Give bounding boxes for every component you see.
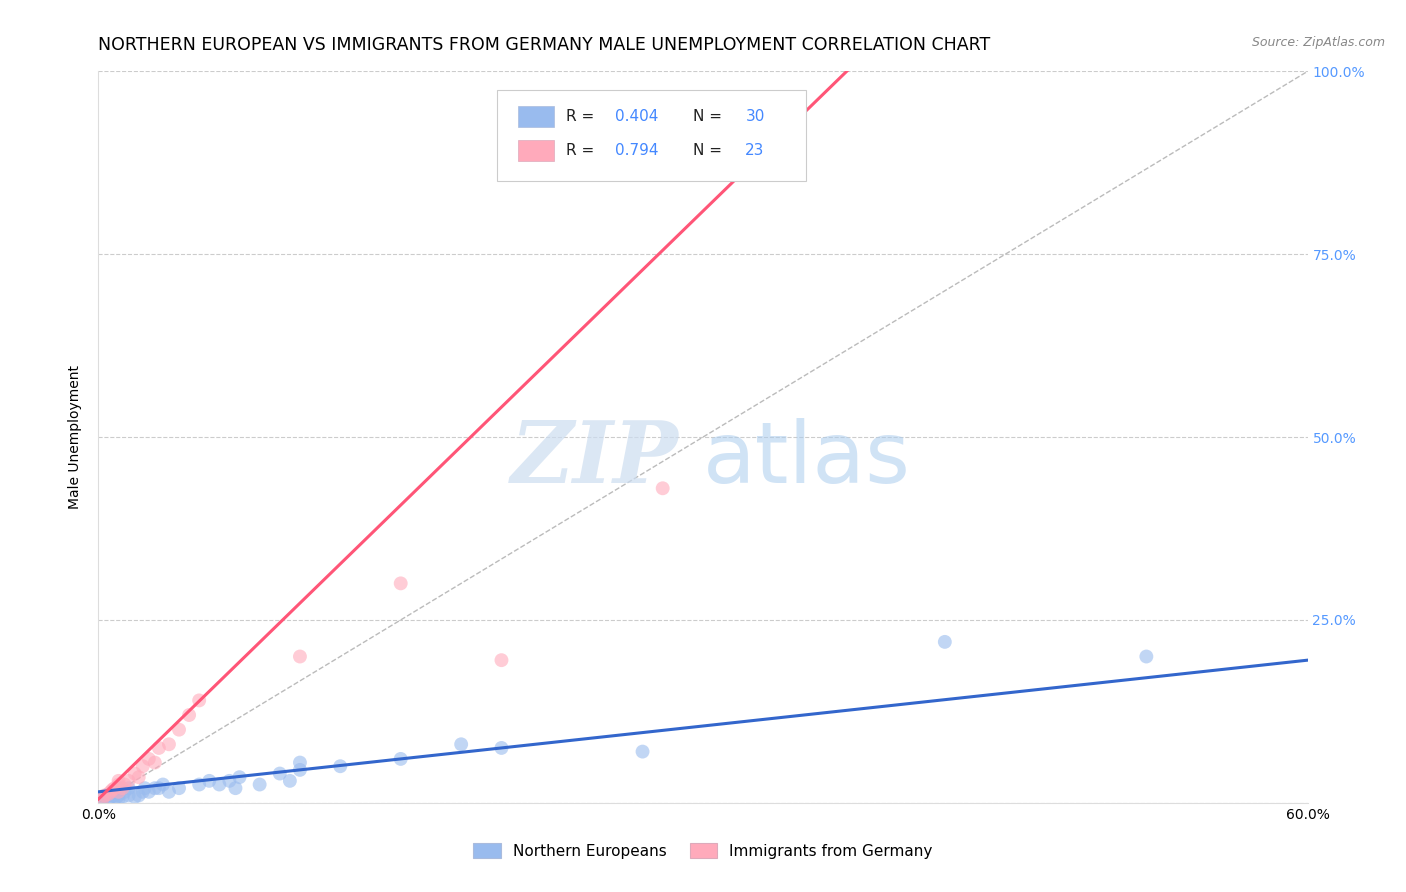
Point	[103, 781, 125, 796]
Text: atlas: atlas	[703, 417, 911, 500]
Point	[103, 789, 125, 803]
Point	[631, 745, 654, 759]
Point	[124, 789, 146, 804]
Text: NORTHERN EUROPEAN VS IMMIGRANTS FROM GERMANY MALE UNEMPLOYMENT CORRELATION CHART: NORTHERN EUROPEAN VS IMMIGRANTS FROM GER…	[98, 36, 991, 54]
Text: 30: 30	[745, 109, 765, 124]
Point	[101, 782, 124, 797]
Point	[107, 777, 129, 792]
Point	[288, 756, 311, 770]
Point	[651, 481, 673, 495]
Point	[188, 777, 211, 792]
Text: N =: N =	[693, 109, 727, 124]
Point	[224, 781, 246, 796]
Point	[118, 789, 141, 803]
Point	[157, 785, 180, 799]
Text: R =: R =	[567, 143, 599, 158]
Point	[118, 781, 141, 796]
Point	[278, 773, 301, 788]
Point	[491, 653, 513, 667]
Point	[389, 576, 412, 591]
Point	[288, 649, 311, 664]
Point	[91, 792, 114, 806]
Legend: Northern Europeans, Immigrants from Germany: Northern Europeans, Immigrants from Germ…	[467, 837, 939, 864]
Point	[105, 789, 128, 804]
FancyBboxPatch shape	[517, 140, 554, 161]
Point	[101, 789, 124, 803]
Point	[107, 773, 129, 788]
Text: ZIP: ZIP	[510, 417, 679, 500]
Point	[97, 792, 120, 806]
Point	[111, 789, 134, 804]
Point	[167, 781, 190, 796]
FancyBboxPatch shape	[498, 90, 806, 181]
Point	[114, 777, 136, 792]
Point	[107, 792, 129, 806]
Point	[143, 781, 166, 796]
Point	[148, 740, 170, 755]
Point	[329, 759, 352, 773]
Text: Source: ZipAtlas.com: Source: ZipAtlas.com	[1251, 36, 1385, 49]
Point	[157, 737, 180, 751]
Point	[107, 789, 129, 803]
Point	[208, 777, 231, 792]
Point	[96, 789, 118, 803]
Y-axis label: Male Unemployment: Male Unemployment	[69, 365, 83, 509]
Point	[107, 785, 129, 799]
Point	[93, 789, 115, 804]
Point	[148, 781, 170, 796]
Point	[132, 785, 155, 799]
Point	[269, 766, 291, 780]
Point	[91, 792, 114, 806]
Point	[218, 773, 240, 788]
Point	[167, 723, 190, 737]
Point	[138, 752, 160, 766]
Point	[450, 737, 472, 751]
Point	[249, 777, 271, 792]
FancyBboxPatch shape	[517, 106, 554, 127]
Point	[97, 787, 120, 801]
Point	[188, 693, 211, 707]
Point	[134, 781, 156, 796]
Point	[138, 785, 160, 799]
Text: 23: 23	[745, 143, 765, 158]
Point	[152, 777, 174, 792]
Point	[934, 635, 956, 649]
Point	[100, 785, 122, 799]
Point	[288, 763, 311, 777]
Point	[107, 781, 129, 796]
Point	[128, 770, 150, 784]
Point	[143, 756, 166, 770]
Point	[389, 752, 412, 766]
Point	[101, 785, 124, 799]
Point	[107, 785, 129, 799]
Point	[179, 708, 201, 723]
Point	[228, 770, 250, 784]
Point	[491, 740, 513, 755]
Point	[198, 773, 221, 788]
Text: R =: R =	[567, 109, 599, 124]
Point	[132, 759, 155, 773]
Point	[93, 789, 115, 803]
Point	[100, 789, 122, 804]
Text: 0.794: 0.794	[614, 143, 658, 158]
Point	[124, 766, 146, 780]
Point	[118, 773, 141, 788]
Point	[128, 789, 150, 803]
Point	[1135, 649, 1157, 664]
Point	[114, 785, 136, 799]
Text: 0.404: 0.404	[614, 109, 658, 124]
Point	[111, 781, 134, 796]
Text: N =: N =	[693, 143, 727, 158]
